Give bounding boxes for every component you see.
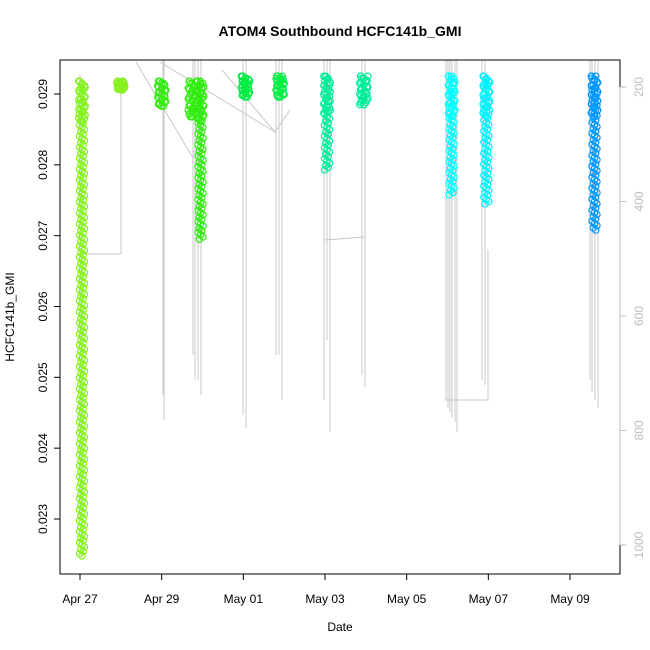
right-tick-label: 600: [632, 306, 646, 326]
data-point: [445, 190, 454, 199]
data-point: [485, 78, 494, 87]
data-point: [593, 87, 602, 96]
data-point: [81, 83, 89, 92]
data-point: [593, 97, 602, 105]
data-point: [276, 93, 284, 101]
data-point: [321, 161, 330, 170]
y-axis: 0.023 0.024 0.025 0.026 0.027 0.028 0.029: [36, 79, 61, 534]
data-point: [485, 97, 494, 105]
data-point: [78, 117, 86, 126]
x-tick-label: May 03: [305, 592, 345, 606]
y-tick-label: 0.025: [36, 362, 50, 392]
data-point: [75, 549, 84, 558]
data-point: [326, 78, 334, 87]
data-point: [81, 102, 89, 110]
data-point: [482, 195, 491, 204]
data-point: [196, 117, 205, 126]
data-point: [199, 111, 208, 120]
data-point: [320, 166, 329, 174]
data-point: [485, 106, 494, 115]
data-point: [591, 226, 600, 234]
data-point: [81, 92, 89, 101]
data-point: [326, 97, 334, 105]
data-point: [326, 87, 334, 96]
data-point: [199, 102, 208, 110]
data-point: [485, 87, 494, 96]
data-point: [326, 106, 334, 115]
plot-frame: [59, 59, 621, 575]
pressure-traces: [79, 60, 599, 520]
data-point: [450, 97, 459, 105]
data-points: [75, 72, 602, 560]
data-point: [590, 112, 599, 121]
data-point: [359, 100, 368, 109]
data-point: [482, 112, 491, 121]
right-tick-label: 1000: [632, 531, 646, 558]
y-tick-label: 0.024: [36, 433, 50, 463]
right-tick-label: 400: [632, 191, 646, 211]
y-tick-label: 0.028: [36, 150, 50, 180]
x-tick-label: Apr 29: [144, 592, 180, 606]
pressure-trace-link: [159, 61, 276, 133]
x-axis-label: Date: [327, 620, 353, 634]
data-point: [81, 111, 89, 120]
data-point: [116, 85, 125, 94]
x-tick-label: Apr 27: [62, 592, 98, 606]
pressure-trace-link: [445, 250, 489, 401]
pressure-trace-link: [324, 236, 365, 241]
data-point: [184, 106, 193, 114]
pressure-trace-link: [82, 84, 122, 255]
data-point: [447, 112, 456, 121]
data-point: [196, 231, 205, 239]
data-point: [78, 551, 86, 560]
data-point: [199, 92, 208, 101]
data-point: [241, 93, 250, 101]
data-point: [199, 83, 208, 92]
x-tick-label: May 07: [469, 592, 509, 606]
data-point: [450, 106, 459, 115]
data-point: [481, 200, 489, 208]
data-point: [593, 106, 602, 115]
data-point: [323, 112, 331, 121]
data-point: [446, 186, 455, 195]
y-tick-label: 0.029: [36, 79, 50, 109]
data-point: [195, 235, 204, 244]
x-tick-label: May 05: [387, 592, 427, 606]
x-tick-label: May 09: [550, 592, 590, 606]
y-tick-label: 0.023: [36, 504, 50, 534]
x-tick-label: May 01: [224, 592, 264, 606]
y-tick-label: 0.027: [36, 220, 50, 250]
right-tick-label: 800: [632, 420, 646, 440]
y-axis-label: HCFC141b_GMI: [3, 272, 17, 361]
chart-title: ATOM4 Southbound HCFC141b_GMI: [219, 23, 462, 39]
x-axis: Apr 27 Apr 29 May 01 May 03 May 05 May 07 May …: [62, 573, 590, 606]
data-point: [589, 224, 598, 232]
data-point: [188, 112, 197, 121]
right-axis: 200 400 600 800 1000: [619, 77, 646, 558]
right-tick-label: 200: [632, 77, 646, 97]
data-point: [450, 78, 459, 87]
data-point: [157, 102, 166, 111]
y-tick-label: 0.026: [36, 291, 50, 321]
data-point: [593, 78, 602, 87]
data-point: [113, 85, 122, 94]
data-point: [450, 87, 459, 96]
